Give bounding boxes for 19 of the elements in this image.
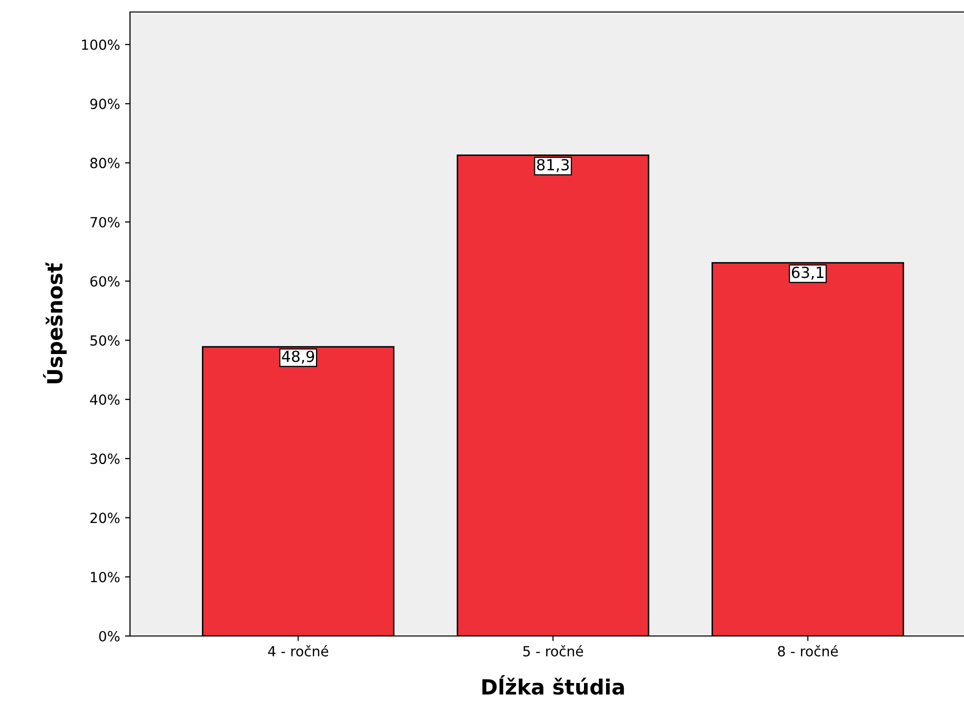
y-tick-label: 100% (82, 40, 120, 50)
y-tick-label: 0% (99, 630, 120, 642)
y-tick-label: 60% (90, 276, 120, 287)
y-tick-label: 40% (90, 394, 120, 405)
y-axis-title: Úspešnosť (43, 262, 67, 384)
y-tick-label: 10% (90, 572, 120, 582)
data-label: 48,9 (282, 350, 314, 364)
data-label: 63,1 (792, 266, 824, 280)
x-tick-label: 4 - ročné (268, 645, 328, 656)
x-tick-label: 5 - ročné (523, 645, 584, 656)
x-axis-title: Dĺžka štúdia (482, 675, 624, 695)
y-tick-label: 70% (90, 216, 120, 228)
data-label: 81,3 (537, 158, 569, 172)
y-tick-label: 50% (90, 335, 120, 346)
y-tick-label: 20% (90, 512, 120, 524)
x-tick-label: 8 - ročné (778, 645, 838, 656)
y-tick-label: 90% (90, 98, 120, 110)
y-tick-label: 80% (90, 158, 120, 168)
y-tick-label: 30% (90, 454, 120, 464)
